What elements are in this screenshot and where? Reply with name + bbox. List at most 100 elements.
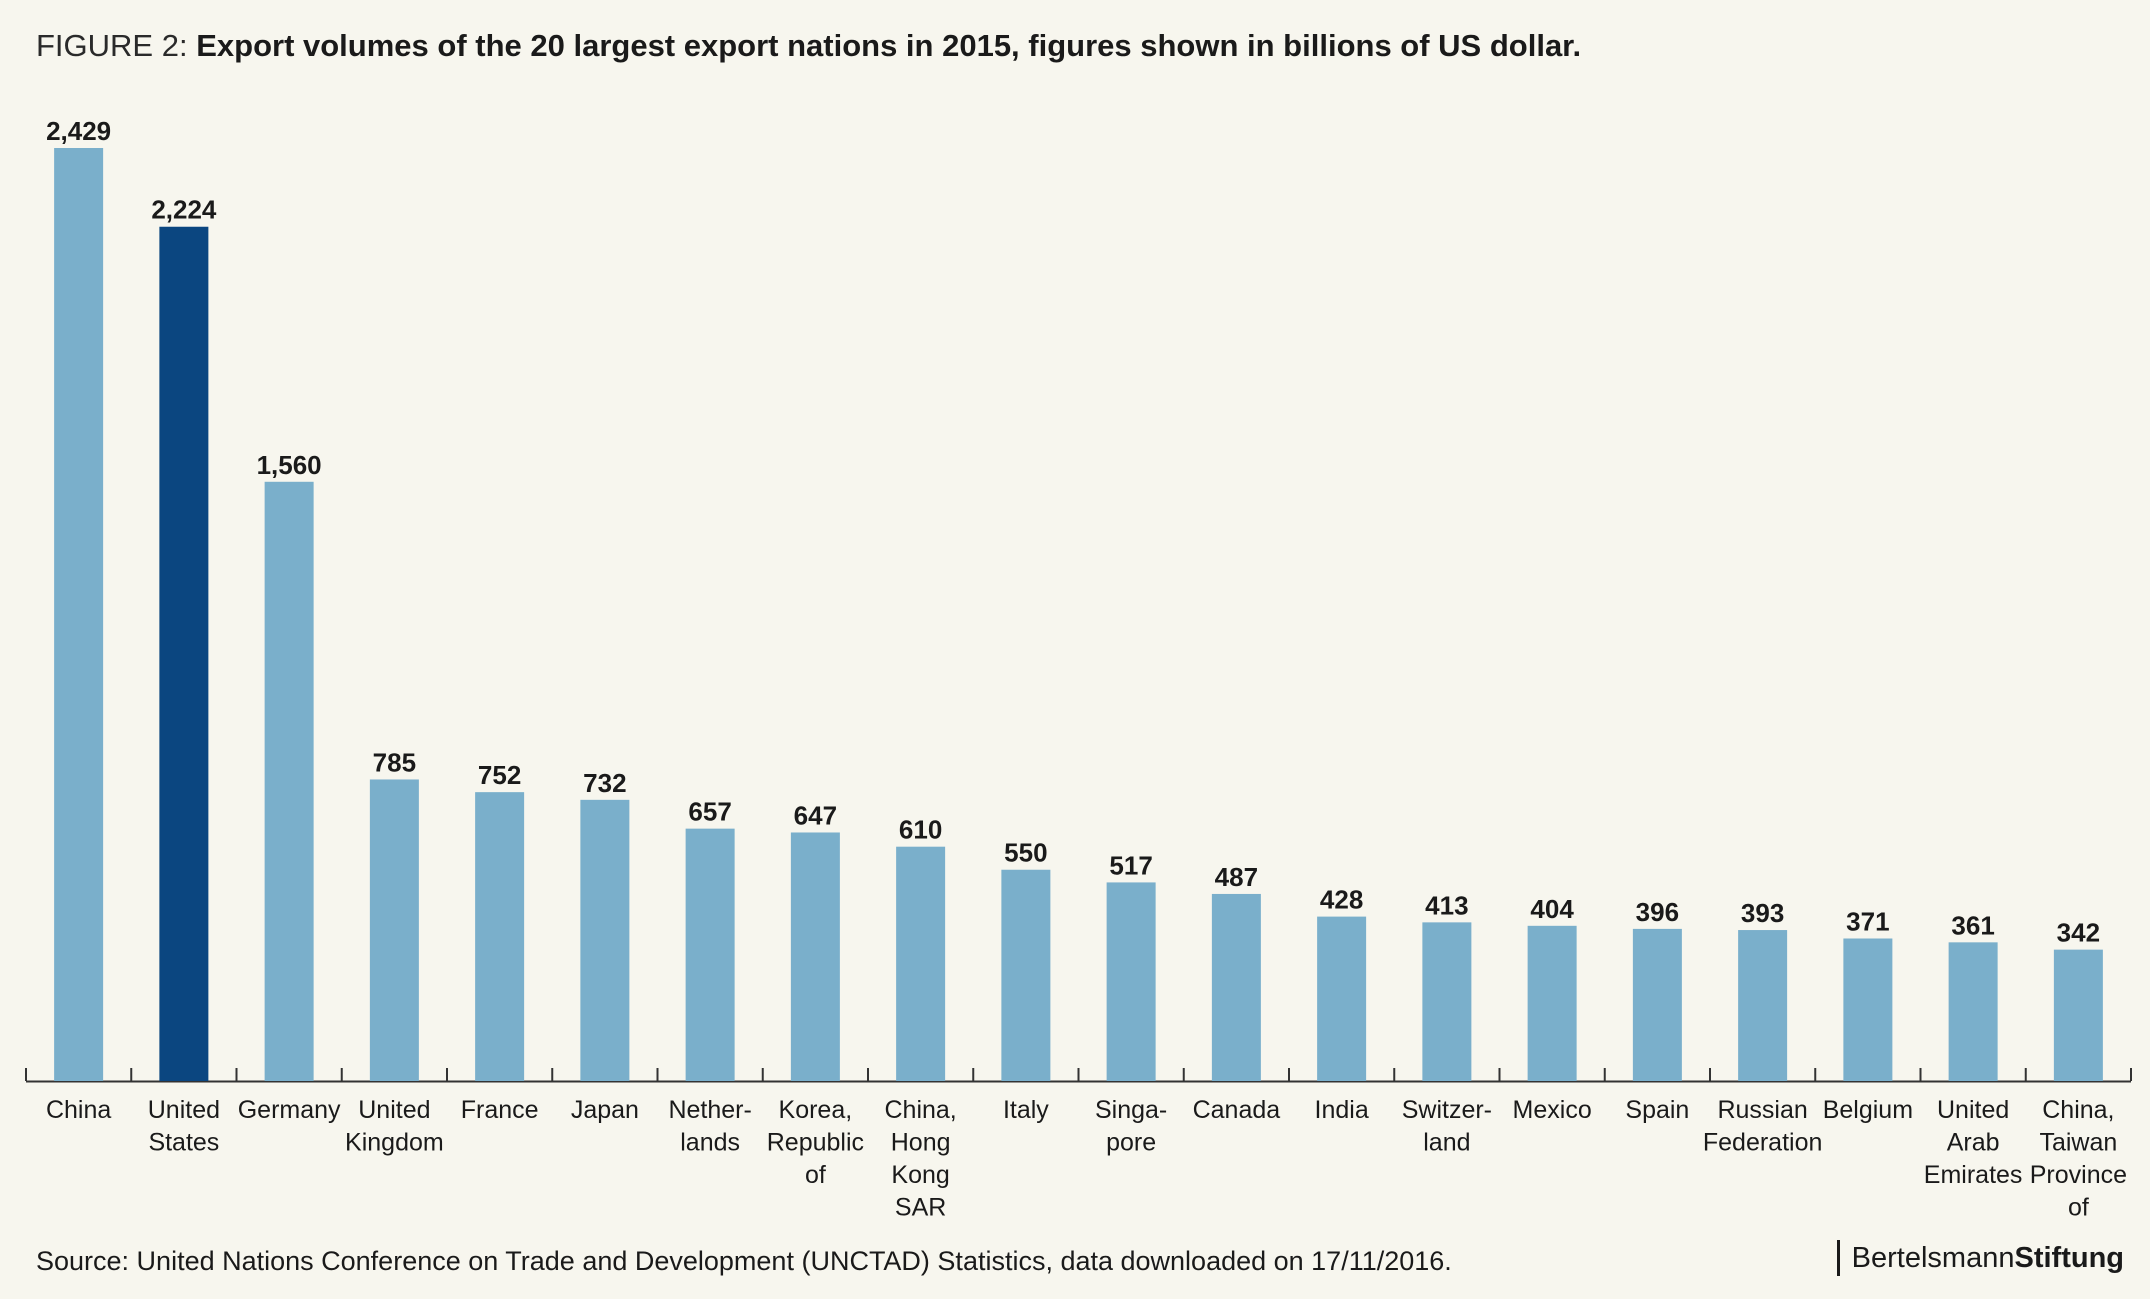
bar	[1001, 869, 1051, 1081]
x-tick-label-line: Federation	[1703, 1129, 1823, 1157]
x-tick-label: Korea, Republic of	[767, 1096, 864, 1189]
x-tick-label: Spain	[1625, 1096, 1689, 1124]
x-tick-label-line: United	[148, 1096, 220, 1124]
x-tick-label-line: lands	[680, 1129, 740, 1157]
x-tick-label-line: Taiwan	[2039, 1129, 2117, 1157]
x-tick-label-line: of	[2068, 1194, 2089, 1222]
bar	[790, 832, 840, 1081]
x-tick-label-line: Canada	[1193, 1096, 1281, 1124]
data-label: 2,429	[46, 116, 111, 146]
x-tick-label-line: Japan	[571, 1096, 639, 1124]
x-tick-label-line: Arab	[1947, 1129, 2000, 1157]
x-tick-label-line: Mexico	[1513, 1096, 1592, 1124]
x-tick-label-line: Spain	[1625, 1096, 1689, 1124]
brand-logo: BertelsmannStiftung	[1836, 1240, 2124, 1276]
x-tick-label: Singa-pore	[1095, 1096, 1167, 1157]
data-label: 404	[1530, 894, 1574, 924]
data-label: 428	[1320, 885, 1363, 915]
bar	[159, 226, 209, 1081]
x-tick-label: Japan	[571, 1096, 639, 1124]
bar-chart: 2,429 China 2,224 United States 1,560 Germany 7…	[25, 116, 2132, 1222]
x-tick-label-line: Kingdom	[345, 1129, 444, 1157]
x-tick-label: Germany	[238, 1096, 341, 1124]
data-label: 342	[2057, 918, 2100, 948]
x-tick-label: Mexico	[1513, 1096, 1592, 1124]
x-tick-label: United States	[148, 1096, 220, 1157]
data-label: 396	[1636, 897, 1679, 927]
x-tick-label: Switzer-land	[1402, 1096, 1492, 1157]
x-tick-label-line: India	[1315, 1096, 1369, 1124]
bar	[896, 846, 946, 1081]
bar	[475, 792, 525, 1081]
x-tick-label-line: Italy	[1003, 1096, 1049, 1124]
figure-title: FIGURE 2: Export volumes of the 20 large…	[36, 28, 1581, 64]
data-label: 657	[688, 797, 731, 827]
data-label: 550	[1004, 838, 1047, 868]
bar	[1211, 893, 1261, 1081]
x-tick-label-line: Republic	[767, 1129, 864, 1157]
x-tick-label: Russian Federation	[1703, 1096, 1823, 1157]
bar	[369, 779, 419, 1081]
x-tick-label: United Kingdom	[345, 1096, 444, 1157]
data-label: 647	[794, 800, 837, 830]
data-label: 1,560	[257, 450, 322, 480]
x-tick-label-line: Nether-	[668, 1096, 751, 1124]
x-tick-label-line: China,	[2042, 1096, 2114, 1124]
x-tick-label-line: Germany	[238, 1096, 341, 1124]
x-tick-label-line: Korea,	[779, 1096, 853, 1124]
bar	[1843, 938, 1893, 1081]
bar	[1106, 882, 1156, 1081]
x-tick-label-line: China	[46, 1096, 111, 1124]
data-label: 371	[1846, 906, 1889, 936]
x-tick-label: Nether-lands	[668, 1096, 751, 1157]
data-label: 413	[1425, 890, 1468, 920]
data-label: 732	[583, 768, 626, 798]
bar	[1632, 928, 1682, 1081]
figure-prefix: FIGURE 2:	[36, 28, 188, 63]
x-tick-label: China, Hong Kong SAR	[884, 1096, 956, 1222]
bar	[1422, 922, 1472, 1081]
figure-heading: Export volumes of the 20 largest export …	[196, 28, 1582, 63]
bar	[1738, 930, 1788, 1081]
x-tick-label-line: SAR	[895, 1194, 946, 1222]
x-tick-label-line: Kong	[891, 1161, 949, 1189]
data-label: 361	[1951, 910, 1994, 940]
x-tick-label: India	[1315, 1096, 1369, 1124]
x-tick-label: France	[461, 1096, 539, 1124]
x-tick-label: United Arab Emirates	[1924, 1096, 2023, 1189]
x-tick-label: Italy	[1003, 1096, 1049, 1124]
x-tick-label: Canada	[1193, 1096, 1281, 1124]
x-tick-label-line: land	[1423, 1129, 1470, 1157]
bar	[1527, 925, 1577, 1081]
x-tick-label-line: United	[1937, 1096, 2009, 1124]
bar	[685, 828, 735, 1081]
brand-name-bold: Stiftung	[2014, 1242, 2124, 1274]
brand-name-regular: Bertelsmann	[1851, 1242, 2015, 1274]
data-label: 517	[1109, 850, 1152, 880]
x-tick-label-line: United	[358, 1096, 430, 1124]
x-tick-label: China, Taiwan Province of	[2030, 1096, 2127, 1222]
source-note: Source: United Nations Conference on Tra…	[36, 1246, 1452, 1276]
data-label: 610	[899, 815, 942, 845]
x-tick-label: China	[46, 1096, 111, 1124]
x-tick-label-line: Emirates	[1924, 1161, 2023, 1189]
bar	[580, 799, 630, 1081]
x-tick-label-line: Russian	[1717, 1096, 1807, 1124]
data-label: 752	[478, 760, 521, 790]
x-tick-label-line: Hong	[891, 1129, 951, 1157]
x-tick-label-line: States	[148, 1129, 219, 1157]
x-tick-label-line: France	[461, 1096, 539, 1124]
bar	[264, 481, 314, 1082]
data-label: 487	[1215, 862, 1258, 892]
bar	[1948, 942, 1998, 1081]
x-tick-label-line: Singa-	[1095, 1096, 1167, 1124]
x-tick-label-line: China,	[884, 1096, 956, 1124]
x-tick-label-line: Belgium	[1823, 1096, 1913, 1124]
data-label: 2,224	[151, 195, 217, 225]
data-label: 785	[373, 747, 416, 777]
x-tick-label-line: Province	[2030, 1161, 2127, 1189]
bar	[54, 148, 104, 1081]
bar	[1317, 916, 1367, 1081]
x-tick-label: Belgium	[1823, 1096, 1913, 1124]
x-tick-label-line: pore	[1106, 1129, 1156, 1157]
